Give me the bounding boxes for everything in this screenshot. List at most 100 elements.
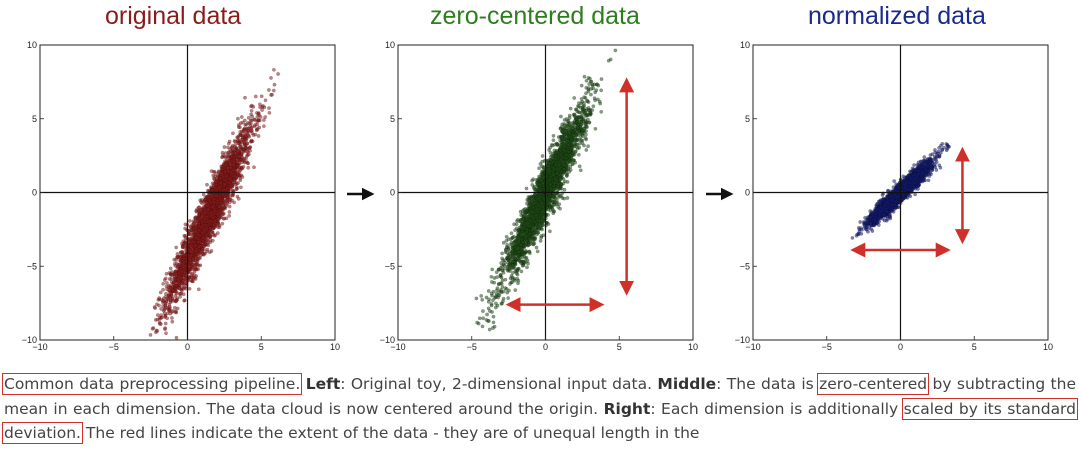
data-point	[235, 135, 240, 140]
data-point	[198, 198, 203, 203]
data-point	[568, 106, 573, 111]
data-point	[591, 104, 596, 109]
data-point	[194, 248, 198, 253]
data-point	[497, 289, 502, 294]
data-point	[196, 263, 201, 268]
data-point	[514, 271, 519, 276]
data-point	[267, 88, 271, 92]
data-point	[582, 74, 587, 79]
data-point	[234, 147, 239, 152]
data-point	[490, 267, 495, 272]
data-point	[187, 286, 192, 291]
data-point	[247, 152, 251, 157]
data-point	[588, 111, 592, 115]
data-point	[248, 148, 252, 153]
data-point	[203, 242, 208, 246]
data-point	[276, 72, 280, 76]
data-point	[546, 201, 550, 206]
x-tick-label: 10	[330, 342, 340, 352]
data-point	[183, 233, 188, 238]
data-point	[535, 209, 540, 214]
data-point	[210, 230, 215, 235]
data-point	[540, 227, 544, 232]
data-point	[169, 294, 174, 298]
data-point	[214, 171, 219, 176]
data-point	[564, 117, 569, 121]
data-point	[537, 174, 541, 179]
data-point	[181, 292, 186, 297]
x-tick-label: −5	[109, 342, 119, 352]
data-point	[492, 276, 497, 280]
data-point	[537, 204, 542, 208]
data-point	[541, 208, 546, 213]
data-point	[272, 67, 276, 72]
data-point	[576, 152, 581, 157]
data-point	[563, 179, 567, 184]
data-point	[201, 192, 206, 197]
data-point	[178, 294, 182, 299]
data-point	[577, 101, 581, 105]
data-point	[164, 271, 169, 276]
data-point	[599, 88, 604, 93]
data-point	[211, 204, 215, 209]
data-point	[500, 251, 504, 256]
data-point	[584, 91, 588, 96]
data-point	[561, 148, 566, 152]
data-point	[242, 160, 247, 165]
data-point	[546, 170, 550, 175]
data-point	[507, 266, 512, 271]
data-point	[504, 238, 509, 243]
data-point	[246, 161, 250, 166]
data-point	[158, 322, 162, 326]
y-tick-label: 5	[32, 114, 37, 124]
data-point	[499, 275, 504, 280]
data-point	[506, 296, 511, 300]
data-point	[234, 154, 238, 158]
data-point	[163, 327, 167, 331]
data-point	[593, 90, 598, 95]
data-point	[159, 307, 164, 311]
data-point	[499, 261, 504, 265]
data-point	[552, 184, 556, 188]
data-point	[174, 283, 179, 288]
data-point	[167, 287, 171, 292]
data-point	[209, 169, 214, 173]
data-point	[551, 199, 556, 204]
data-point	[582, 143, 586, 148]
data-point	[238, 144, 242, 149]
data-point	[211, 226, 216, 230]
data-point	[215, 231, 220, 235]
data-point	[188, 232, 192, 237]
data-point	[219, 175, 223, 180]
data-point	[238, 168, 243, 172]
data-point	[227, 139, 232, 144]
data-point	[569, 125, 573, 129]
data-point	[232, 200, 236, 205]
data-point	[507, 263, 512, 267]
data-point	[271, 88, 276, 93]
data-point	[480, 324, 485, 329]
data-point	[239, 185, 243, 190]
data-point	[241, 164, 246, 169]
data-point	[194, 274, 199, 278]
data-point	[252, 165, 256, 170]
data-point	[203, 197, 208, 202]
data-point	[227, 213, 232, 218]
data-point	[232, 179, 237, 184]
data-point	[194, 215, 198, 220]
data-point	[168, 266, 173, 271]
data-point	[613, 48, 618, 53]
data-point	[569, 128, 574, 133]
data-point	[509, 231, 514, 236]
data-point	[519, 269, 524, 274]
data-point	[535, 249, 540, 254]
data-point	[523, 235, 528, 240]
y-tick-label: 0	[32, 188, 37, 198]
data-point	[183, 226, 187, 231]
data-point	[572, 112, 577, 117]
data-point	[228, 165, 233, 170]
y-tick-label: −5	[27, 261, 37, 271]
data-point	[517, 240, 521, 245]
data-point	[164, 331, 168, 336]
data-point	[538, 239, 543, 243]
